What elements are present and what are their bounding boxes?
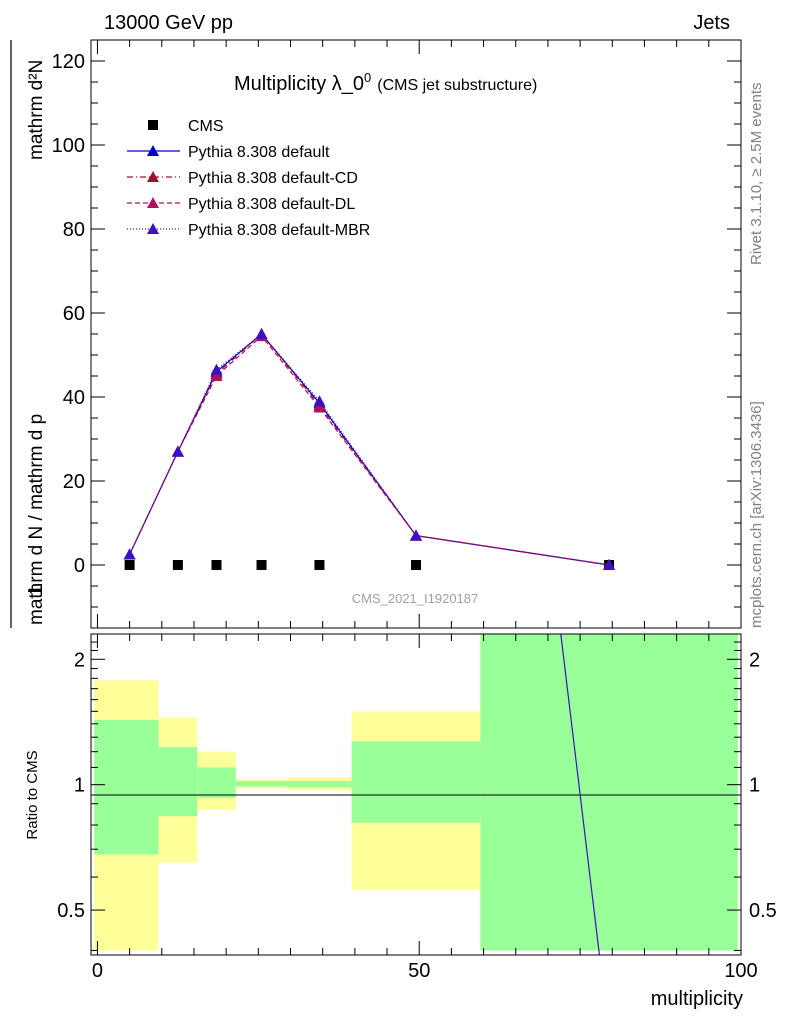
ratio-band-1sigma — [158, 747, 198, 817]
series-point — [210, 363, 223, 375]
legend-marker-triangle — [147, 223, 159, 234]
series-line — [129, 333, 610, 566]
series-2 — [123, 328, 616, 570]
legend-label: Pythia 8.308 default-DL — [188, 196, 355, 213]
series-point — [313, 401, 326, 413]
series-point — [210, 370, 223, 381]
ratio-band-1sigma — [197, 767, 236, 798]
chart-title: Multiplicity λ_00 (CMS jet substructure) — [234, 70, 537, 95]
y-tick-label: 60 — [63, 303, 85, 325]
cms-data-point — [124, 560, 135, 570]
y-tick-label: 80 — [63, 219, 85, 241]
y-tick-label: 20 — [63, 471, 85, 493]
ratio-y-tick-label: 0.5 — [57, 900, 85, 922]
ratio-series-group — [560, 633, 601, 956]
series-line — [129, 333, 610, 566]
upper-series-group — [123, 328, 616, 570]
header-energy: 13000 GeV pp — [104, 12, 233, 34]
y-tick-label: 0 — [74, 555, 85, 577]
legend-marker-triangle — [147, 197, 159, 208]
x-tick-label: 0 — [92, 960, 103, 982]
series-3 — [123, 330, 616, 570]
ratio-y-tick-label: 1 — [74, 775, 85, 797]
legend-marker-square — [148, 120, 158, 130]
y-tick-label: 120 — [52, 51, 85, 73]
y-tick-label: 40 — [63, 387, 85, 409]
legend-entry: Pythia 8.308 default-MBR — [127, 222, 370, 239]
analysis-watermark: CMS_2021_I1920187 — [352, 591, 479, 606]
ratio-band-1sigma — [480, 634, 738, 951]
ratio-band-1sigma — [287, 781, 352, 788]
series-point — [171, 445, 184, 457]
cms-data-point — [172, 560, 183, 570]
header-process: Jets — [693, 12, 730, 34]
x-tick-label: 50 — [408, 960, 430, 982]
legend-entry: Pythia 8.308 default-DL — [127, 196, 355, 213]
ratio-series-line — [560, 633, 601, 956]
lower-axes-ticks: 0.5 0.5 1 1 2 2 0 50 100 — [57, 634, 777, 982]
series-line — [129, 335, 610, 566]
series-point — [313, 395, 326, 407]
ratio-y-tick-label-right: 1 — [749, 775, 760, 797]
x-axis-label: multiplicity — [651, 988, 743, 1010]
ratio-y-tick-label-right: 2 — [749, 649, 760, 671]
ratio-band-1sigma — [235, 781, 288, 787]
legend-label: Pythia 8.308 default — [188, 144, 330, 161]
series-point — [410, 529, 422, 541]
legend-entry: Pythia 8.308 default-CD — [127, 170, 358, 187]
legend-label: Pythia 8.308 default-CD — [188, 170, 358, 187]
legend-label: CMS — [188, 118, 224, 135]
series-point — [603, 559, 616, 570]
series-4 — [123, 328, 616, 570]
ratio-y-label: Ratio to CMS — [24, 750, 41, 839]
ratio-uncertainty-bands — [94, 634, 738, 951]
cms-data-point — [211, 560, 222, 570]
lower-plot-frame — [90, 633, 742, 956]
series-point — [123, 548, 136, 560]
cms-data-point — [256, 560, 267, 570]
ratio-band-1sigma — [94, 719, 159, 855]
legend: CMS Pythia 8.308 default Pythia 8.308 defa… — [127, 118, 370, 239]
ratio-y-tick-label-right: 0.5 — [749, 900, 777, 922]
upper-y-axis-ticks: 0 20 40 60 80 100 120 — [52, 40, 742, 628]
legend-marker-triangle — [147, 171, 159, 182]
upper-y-axis-label: 1 mathrm d N / mathrm d p mathrm d²N — [10, 40, 47, 628]
y-label-denominator: mathrm d N / mathrm d p — [26, 414, 47, 625]
x-tick-label: 100 — [724, 960, 757, 982]
series-point — [255, 328, 268, 339]
series-line — [129, 333, 610, 566]
mcplots-label: mcplots.cern.ch [arXiv:1306.3436] — [748, 401, 765, 628]
ratio-band-1sigma — [351, 741, 481, 823]
ratio-y-tick-label: 2 — [74, 649, 85, 671]
legend-entry: Pythia 8.308 default — [127, 144, 330, 161]
legend-label: Pythia 8.308 default-MBR — [188, 222, 370, 239]
rivet-version-label: Rivet 3.1.10, ≥ 2.5M events — [748, 83, 765, 266]
y-label-numerator-one: 1 — [26, 585, 47, 596]
cms-data-point — [411, 560, 421, 570]
series-0 — [124, 560, 615, 570]
series-1 — [123, 328, 616, 570]
cms-data-point — [314, 560, 325, 570]
y-tick-label: 100 — [52, 135, 85, 157]
y-label-numerator: mathrm d²N — [26, 60, 47, 160]
legend-marker-triangle — [147, 145, 159, 156]
legend-entry: CMS — [148, 118, 224, 135]
